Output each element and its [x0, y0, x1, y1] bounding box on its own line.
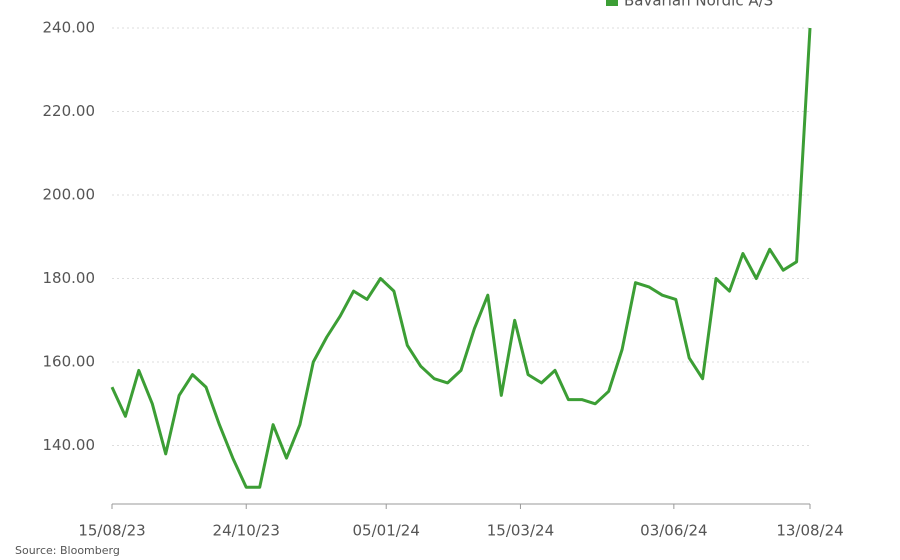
- price-line: [110, 27, 812, 489]
- y-tick-label: 220.00: [43, 102, 96, 120]
- x-tick-label: 13/08/24: [776, 522, 843, 540]
- y-tick-label: 140.00: [43, 436, 96, 454]
- x-tick-label: 15/08/23: [78, 522, 145, 540]
- legend-label: Bavarian Nordic A/S: [624, 0, 773, 10]
- x-tick-label: 15/03/24: [487, 522, 554, 540]
- y-tick-label: 240.00: [43, 19, 96, 37]
- x-tick-label: 03/06/24: [640, 522, 707, 540]
- x-tick-label: 05/01/24: [353, 522, 420, 540]
- y-tick-label: 180.00: [43, 269, 96, 287]
- y-tick-label: 160.00: [43, 353, 96, 371]
- source: Source: Bloomberg: [15, 544, 120, 557]
- legend-swatch: [606, 0, 618, 6]
- y-tick-label: 200.00: [43, 186, 96, 204]
- x-tick-label: 24/10/23: [213, 522, 280, 540]
